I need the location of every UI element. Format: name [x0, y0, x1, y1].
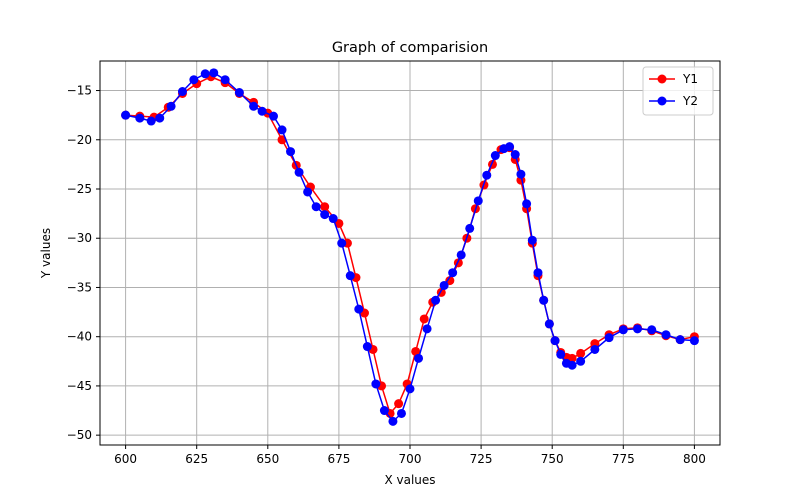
- data-point: [419, 314, 429, 324]
- data-point: [490, 151, 500, 161]
- data-point: [456, 250, 466, 260]
- x-tick-label: 600: [114, 452, 137, 466]
- data-point: [311, 202, 321, 212]
- data-point: [189, 75, 199, 85]
- data-point: [539, 295, 549, 305]
- data-point: [533, 268, 543, 278]
- data-point: [277, 125, 287, 135]
- data-point: [209, 68, 219, 78]
- data-point: [268, 111, 278, 121]
- data-point: [405, 384, 415, 394]
- data-point: [544, 319, 554, 329]
- y-tick-label: −20: [67, 133, 92, 147]
- data-point: [362, 342, 372, 352]
- chart-title: Graph of comparision: [332, 40, 488, 56]
- data-point: [661, 330, 671, 340]
- data-point: [422, 324, 432, 334]
- x-tick-label: 725: [470, 452, 493, 466]
- data-point: [505, 142, 515, 152]
- x-tick-label: 800: [683, 452, 706, 466]
- data-point: [135, 113, 145, 123]
- x-tick-label: 750: [541, 452, 564, 466]
- data-point: [431, 295, 441, 305]
- data-point: [414, 353, 424, 363]
- legend-marker: [657, 74, 667, 84]
- legend: Y1 Y2: [642, 66, 714, 116]
- data-point: [473, 196, 483, 206]
- legend-box: [642, 66, 714, 116]
- axis-ticks: 600 625 650 675 700 725 750 775 800 −15 −20 −25 −30 −…: [67, 84, 706, 466]
- data-point: [354, 304, 364, 314]
- data-point: [448, 268, 458, 278]
- data-point: [550, 336, 560, 346]
- data-point: [320, 210, 330, 220]
- x-tick-label: 650: [256, 452, 279, 466]
- y-tick-label: −25: [67, 182, 92, 196]
- x-tick-label: 700: [399, 452, 422, 466]
- data-point: [411, 346, 421, 356]
- data-point: [328, 214, 338, 224]
- data-point: [337, 238, 347, 248]
- data-point: [556, 349, 566, 359]
- data-point: [396, 408, 406, 418]
- data-point: [689, 336, 699, 346]
- y-tick-label: −35: [67, 280, 92, 294]
- y-tick-label: −50: [67, 428, 92, 442]
- data-point: [567, 360, 577, 370]
- data-point: [527, 235, 537, 245]
- data-point: [379, 406, 389, 416]
- data-point: [647, 325, 657, 335]
- legend-marker: [657, 96, 667, 106]
- data-point: [604, 333, 614, 343]
- x-tick-label: 625: [185, 452, 208, 466]
- y-tick-label: −30: [67, 231, 92, 245]
- data-point: [465, 223, 475, 233]
- data-point: [510, 150, 520, 160]
- data-point: [200, 69, 210, 79]
- data-point: [286, 147, 296, 157]
- data-point: [394, 399, 404, 409]
- data-point: [249, 101, 259, 111]
- legend-item-y1: Y1: [649, 72, 698, 86]
- series-y2: [121, 68, 699, 426]
- y-tick-label: −15: [67, 84, 92, 98]
- data-point: [482, 170, 492, 180]
- data-point: [590, 344, 600, 354]
- legend-label: Y2: [682, 94, 698, 108]
- data-point: [257, 106, 267, 116]
- grid: [100, 61, 720, 445]
- y-axis-label: Y values: [39, 228, 53, 279]
- legend-item-y2: Y2: [649, 94, 698, 108]
- data-point: [121, 110, 131, 120]
- data-point: [371, 379, 381, 389]
- data-point: [220, 75, 230, 85]
- y-tick-label: −40: [67, 330, 92, 344]
- y-tick-label: −45: [67, 379, 92, 393]
- data-point: [294, 167, 304, 177]
- data-point: [146, 116, 156, 126]
- data-point: [522, 199, 532, 209]
- data-point: [576, 356, 586, 366]
- data-point: [439, 280, 449, 290]
- data-point: [345, 271, 355, 281]
- data-point: [234, 88, 244, 98]
- data-point: [303, 187, 313, 197]
- legend-label: Y1: [682, 72, 698, 86]
- data-point: [320, 202, 330, 212]
- x-axis-label: X values: [384, 473, 435, 487]
- plot-series: [121, 68, 699, 426]
- x-tick-label: 775: [612, 452, 635, 466]
- data-point: [166, 101, 176, 111]
- data-point: [618, 325, 628, 335]
- data-point: [388, 416, 398, 426]
- data-point: [155, 113, 165, 123]
- data-point: [675, 335, 685, 345]
- x-tick-label: 675: [327, 452, 350, 466]
- data-point: [516, 169, 526, 179]
- data-point: [576, 348, 586, 358]
- data-point: [633, 324, 643, 334]
- data-point: [177, 87, 187, 97]
